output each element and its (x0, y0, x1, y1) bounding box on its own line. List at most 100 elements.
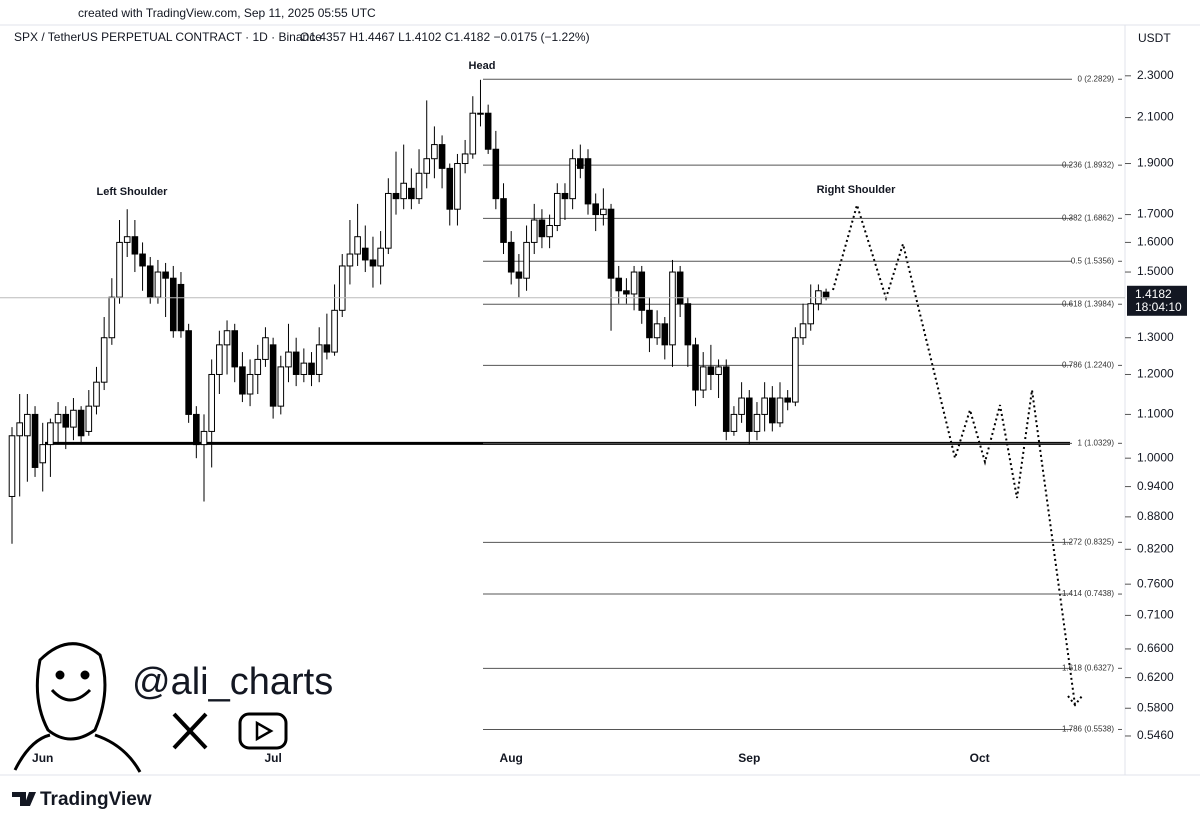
candle-body (669, 271, 676, 346)
candle-body (553, 192, 561, 227)
candle-body (239, 366, 246, 395)
candle-body (607, 208, 615, 279)
candle-body (546, 225, 553, 238)
candle-body (361, 247, 369, 261)
countdown: 18:04:10 (1135, 300, 1182, 314)
candle-body (354, 236, 361, 255)
x-tick-label: Oct (970, 751, 990, 765)
x-icon (172, 712, 208, 750)
candle-body (600, 208, 607, 216)
candle-body (715, 366, 722, 375)
candle-body (262, 337, 269, 360)
candle-body (722, 366, 730, 432)
candle-body (77, 409, 85, 437)
currency: USDT (1138, 31, 1171, 45)
candle-body (431, 144, 438, 160)
fib-label: 0.618 (1.3984) (1062, 299, 1114, 308)
y-tick-label: 0.6600 (1137, 641, 1174, 655)
candle-body (16, 422, 23, 437)
candle-body (338, 265, 346, 311)
fib-label: 0.5 (1.5356) (1071, 256, 1114, 265)
candle-body (699, 366, 707, 391)
x-tick-label: Jul (264, 751, 281, 765)
candle-body (254, 358, 262, 375)
candle-body (646, 309, 653, 339)
candle-body (285, 351, 292, 368)
candle-body (438, 144, 446, 169)
y-tick-label: 1.2000 (1137, 367, 1174, 381)
brand: TradingView (40, 789, 152, 810)
candle-body (615, 277, 623, 292)
candle-body (653, 323, 661, 339)
fib-label: 0.236 (1.8932) (1062, 160, 1114, 169)
candle-body (584, 158, 592, 205)
candle-body (446, 167, 454, 210)
candle-body (676, 271, 684, 305)
candle-body (108, 296, 116, 339)
candle-body (139, 253, 146, 267)
candle-body (308, 362, 315, 375)
candle-body (577, 158, 584, 169)
price-box (1127, 285, 1187, 316)
fib-label: 1.786 (0.5538) (1062, 725, 1114, 734)
candle-body (769, 397, 776, 424)
y-tick-label: 2.1000 (1137, 110, 1174, 124)
candle-body (323, 344, 331, 353)
candle-body (569, 158, 576, 200)
candle-body (24, 413, 31, 437)
candle-body (31, 413, 39, 468)
fib-label: 0.382 (1.6862) (1062, 213, 1114, 222)
candle-body (193, 413, 200, 446)
youtube-play (255, 720, 274, 742)
candle-body (177, 283, 185, 332)
candle-body (408, 187, 415, 200)
projection-arrow (1067, 695, 1083, 707)
candle-body (784, 397, 791, 403)
y-tick-label: 1.5000 (1137, 264, 1174, 278)
candle-body (492, 148, 500, 200)
x-tick-label: Sep (738, 751, 760, 765)
candle-body (684, 303, 692, 346)
projection-path (832, 201, 1076, 706)
candle-body (730, 413, 738, 432)
candle-body (423, 158, 431, 174)
candle-body (469, 112, 477, 155)
candle-body (530, 219, 538, 243)
candle-body (753, 413, 761, 432)
candle-body (208, 373, 215, 432)
candle-body (70, 409, 77, 428)
plot: 2.3000 2.1000 1.9000 1.7000 1.6000 1.5000 1.30… (0, 68, 1187, 765)
candle-body (292, 351, 300, 375)
handle: @ali_charts (132, 661, 333, 703)
candle-body (85, 405, 93, 432)
candle-body (523, 241, 530, 279)
candle-body (54, 413, 62, 424)
candle-body (216, 344, 223, 375)
candle-body (154, 271, 162, 298)
candle-body (47, 422, 54, 446)
avatar (13, 642, 142, 773)
candle-body (515, 271, 523, 279)
candle-body (123, 236, 131, 243)
candle-body (454, 163, 461, 210)
tv-logo (12, 792, 36, 806)
candle-body (507, 241, 515, 273)
y-tick-label: 0.8200 (1137, 541, 1174, 555)
avatar-shoulders (13, 733, 142, 773)
candle-body (738, 397, 745, 415)
y-tick-label: 0.7600 (1137, 576, 1174, 590)
candle-body (500, 198, 507, 243)
candle-body (815, 290, 822, 305)
candle-body (561, 192, 569, 200)
candle-body (707, 366, 715, 375)
annotation: Right Shoulder (817, 184, 897, 196)
candle-body (623, 290, 630, 295)
candle-body (461, 153, 469, 165)
y-tick-label: 1.1000 (1137, 407, 1174, 421)
y-tick-label: 0.8800 (1137, 509, 1174, 523)
candle-body (185, 330, 192, 415)
annotation: Left Shoulder (97, 186, 169, 198)
candle-body (246, 373, 254, 395)
annotation: Head (469, 60, 496, 72)
